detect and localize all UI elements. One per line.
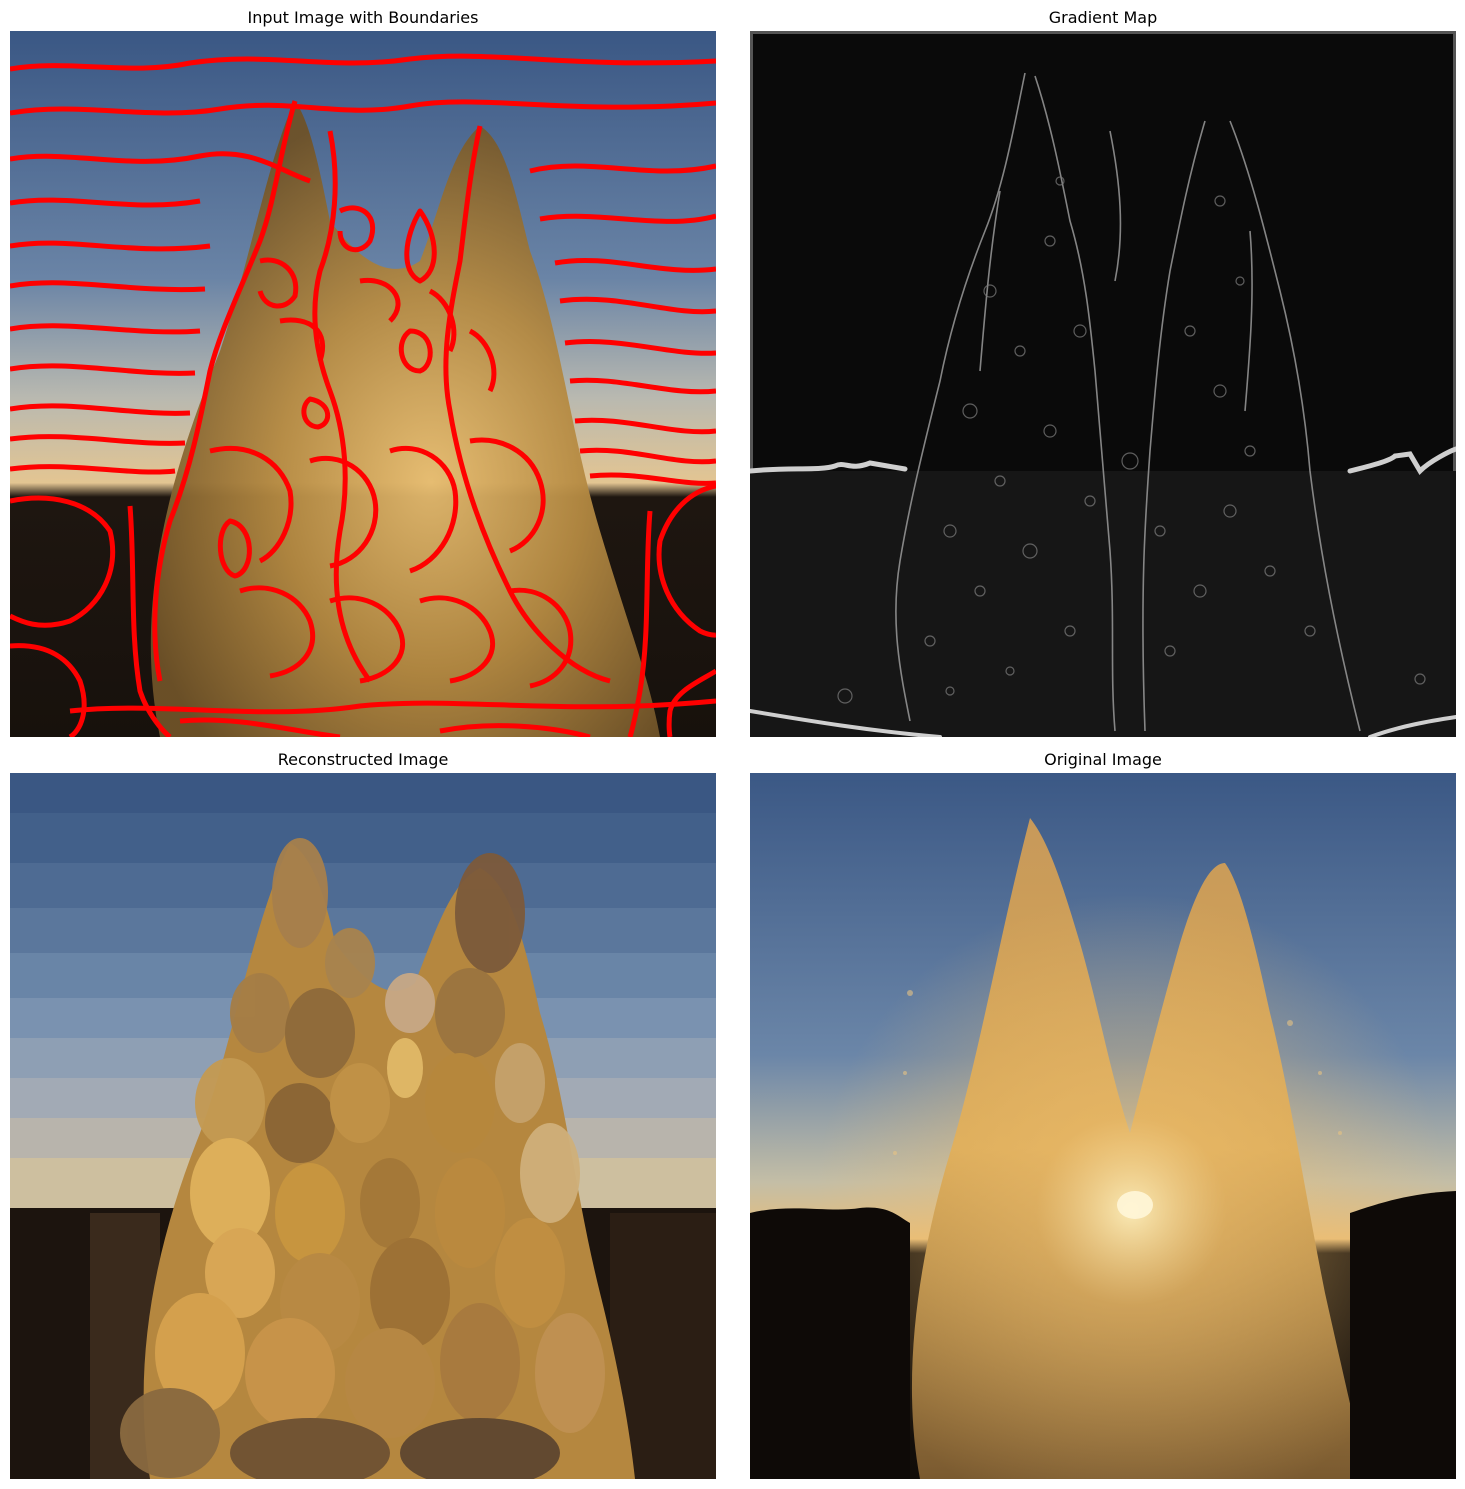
gradient-map — [750, 31, 1456, 737]
original-image-panel — [750, 773, 1456, 1479]
reconstructed-image — [10, 773, 716, 1479]
panel-title-reconstructed: Reconstructed Image — [277, 750, 449, 769]
panel-title-input-boundaries: Input Image with Boundaries — [247, 8, 479, 27]
original-image — [750, 773, 1456, 1479]
reconstructed-image-panel — [10, 773, 716, 1479]
input-image-with-boundaries-panel — [10, 31, 716, 737]
input-image-with-boundaries — [10, 31, 716, 737]
panel-title-gradient-map: Gradient Map — [1048, 8, 1158, 27]
gradient-map-panel — [750, 31, 1456, 737]
panel-title-original: Original Image — [1044, 750, 1162, 769]
